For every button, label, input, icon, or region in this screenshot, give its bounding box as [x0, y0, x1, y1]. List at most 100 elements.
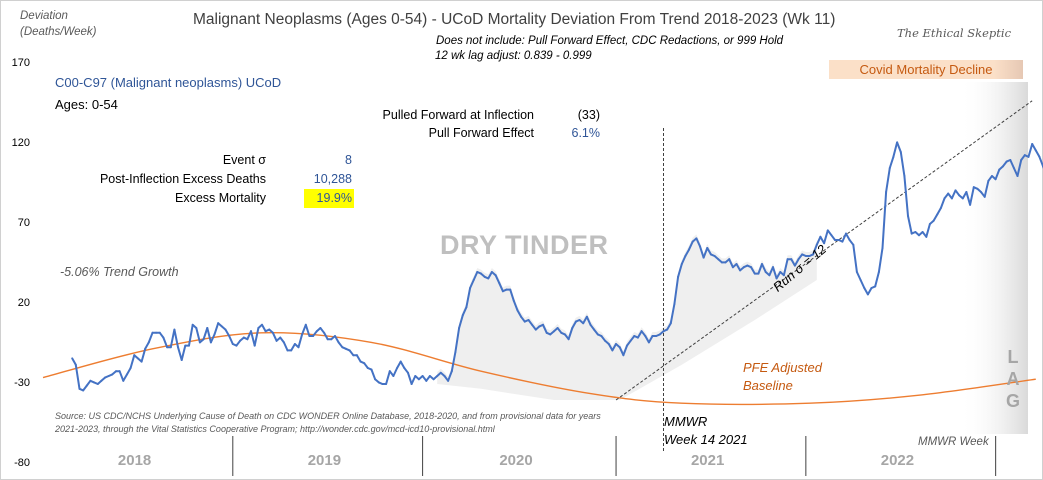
lag-letter-g: G [1005, 391, 1020, 411]
series-segment [180, 344, 187, 361]
x-category-label: 2019 [307, 452, 342, 469]
series-segment [636, 330, 643, 339]
series-segment [593, 328, 599, 336]
series-segment [772, 266, 778, 280]
mmwr-label-2: Week 14 2021 [664, 432, 748, 447]
series-segment [622, 344, 628, 357]
series-segment [542, 323, 548, 334]
series-segment [823, 229, 829, 245]
chart-title: Malignant Neoplasms (Ages 0-54) - UCoD M… [193, 11, 836, 28]
pulled-forward-value: (33) [577, 108, 600, 122]
series-segment [253, 327, 260, 347]
series-segment [74, 363, 81, 390]
pfe-value: 6.1% [571, 126, 601, 140]
series-segment [782, 258, 789, 277]
series-segment [450, 351, 457, 373]
series-segment [892, 141, 899, 158]
pfe-baseline-label-2: Baseline [743, 378, 793, 393]
series-segment [677, 263, 683, 278]
series-segment [458, 314, 464, 329]
series-segment [487, 271, 493, 280]
series-segment [447, 370, 453, 382]
y-axis-title: Deviation (Deaths/Week) [20, 10, 97, 38]
series-segment [348, 349, 355, 357]
series-segment [969, 186, 975, 206]
series-segment [1001, 160, 1008, 168]
series-segment [469, 279, 475, 289]
series-segment [939, 197, 946, 209]
ages-label: Ages: 0-54 [55, 97, 118, 112]
series-segment [323, 331, 329, 341]
series-label: C00-C97 (Malignant neoplasms) UCoD [55, 75, 282, 90]
source-line-1: Source: US CDC/NCHS Underlying Cause of … [55, 411, 601, 421]
series-segment [206, 327, 212, 344]
series-segment [815, 235, 822, 246]
series-segment [147, 331, 154, 344]
series-segment [607, 343, 614, 352]
x-category-label: 2022 [880, 452, 915, 469]
series-segment [841, 232, 847, 243]
series-segment [877, 247, 884, 273]
series-segment [407, 371, 413, 385]
post-inflection-value: 10,288 [313, 172, 352, 186]
series-segment [706, 247, 712, 256]
lag-shade [960, 82, 1028, 434]
series-segment [454, 327, 461, 353]
series-segment [498, 282, 504, 293]
series-segment [936, 207, 942, 216]
series-segment [793, 258, 800, 267]
series-segment [129, 354, 136, 369]
series-segment [629, 335, 636, 342]
series-segment [162, 336, 169, 349]
series-segment [750, 266, 756, 275]
series-segment [757, 263, 763, 275]
lag-letter-a: A [1006, 369, 1020, 389]
series-segment [994, 168, 1001, 181]
series-segment [250, 330, 256, 347]
series-segment [611, 343, 617, 352]
dry-tinder-label: DRY TINDER [440, 230, 609, 260]
series-segment [699, 245, 705, 259]
series-segment [571, 320, 577, 329]
series-segment [965, 191, 972, 206]
y-tick-label: 170 [11, 57, 30, 69]
lag-letter-l: L [1007, 347, 1019, 367]
dry-tinder-area [437, 234, 817, 400]
series-segment [932, 213, 939, 222]
series-segment [881, 191, 888, 249]
series-segment [213, 322, 220, 336]
series-segment [903, 175, 909, 217]
series-segment [188, 323, 194, 347]
series-segment [855, 271, 862, 281]
series-segment [399, 360, 406, 369]
series-segment [235, 339, 242, 347]
series-segment [355, 354, 362, 363]
pulled-forward-label: Pulled Forward at Inflection [382, 108, 534, 122]
series-segment [647, 335, 654, 344]
x-category-label: 2018 [117, 452, 152, 469]
series-segment [385, 370, 391, 385]
series-segment [556, 327, 563, 334]
series-segment [202, 327, 209, 341]
series-segment [304, 323, 311, 337]
series-segment [71, 357, 77, 366]
series-segment [859, 279, 866, 289]
series-segment [812, 243, 818, 256]
series-segment [695, 237, 701, 248]
series-segment [144, 341, 150, 350]
series-segment [461, 306, 468, 317]
series-segment [337, 341, 344, 349]
series-segment [271, 331, 278, 342]
series-segment [1016, 159, 1023, 177]
covid-decline-label: Covid Mortality Decline [829, 60, 1023, 79]
series-segment [169, 328, 176, 349]
series-segment [585, 315, 592, 326]
series-segment [1038, 155, 1043, 168]
series-segment [896, 141, 902, 153]
series-segment [1034, 149, 1041, 158]
series-segment [1027, 143, 1034, 158]
y-tick-label: 20 [17, 297, 30, 309]
series-segment [334, 335, 340, 344]
series-segment [790, 258, 796, 267]
series-segment [983, 179, 990, 198]
